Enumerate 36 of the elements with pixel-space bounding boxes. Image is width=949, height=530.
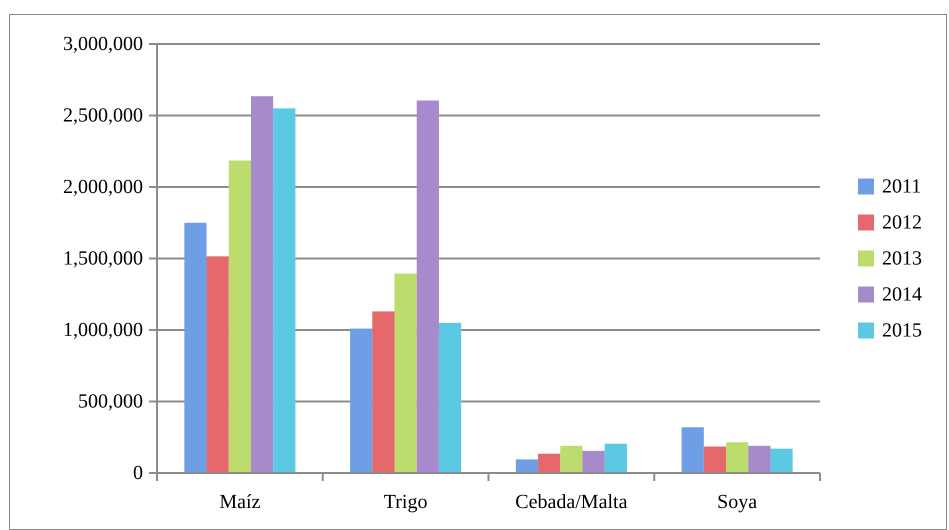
y-tick-label: 2,500,000: [63, 104, 143, 126]
x-tick-label: Cebada/Malta: [515, 491, 628, 513]
legend-label: 2014: [882, 284, 922, 306]
bar: [604, 444, 627, 473]
bar: [273, 108, 296, 473]
y-tick-label: 500,000: [78, 390, 143, 412]
bar: [748, 446, 770, 473]
bar: [682, 427, 704, 473]
bar: [206, 256, 229, 473]
legend-label: 2015: [882, 320, 922, 342]
bar: [394, 274, 417, 473]
y-tick-label: 0: [133, 462, 143, 484]
x-tick-label: Trigo: [384, 491, 428, 513]
bar: [350, 328, 372, 473]
y-tick-label: 1,000,000: [63, 319, 143, 341]
legend-label: 2012: [882, 212, 922, 234]
bar: [184, 222, 207, 473]
bar: [770, 448, 793, 473]
x-tick-label: Maíz: [219, 491, 261, 513]
bar: [516, 459, 538, 473]
legend-label: 2011: [882, 176, 922, 198]
x-tick-label: Soya: [717, 491, 758, 513]
y-tick-label: 3,000,000: [63, 33, 143, 55]
bar: [582, 450, 605, 473]
bar: [704, 446, 726, 473]
y-tick-label: 1,500,000: [63, 248, 143, 270]
bar: [560, 446, 582, 473]
bar: [372, 311, 395, 473]
bar: [250, 96, 274, 473]
legend-label: 2013: [882, 248, 922, 270]
bar: [438, 322, 462, 473]
y-tick-label: 2,000,000: [63, 176, 143, 198]
bar: [228, 160, 251, 473]
bar: [538, 454, 560, 473]
bar: [416, 100, 439, 473]
bar: [726, 442, 748, 473]
